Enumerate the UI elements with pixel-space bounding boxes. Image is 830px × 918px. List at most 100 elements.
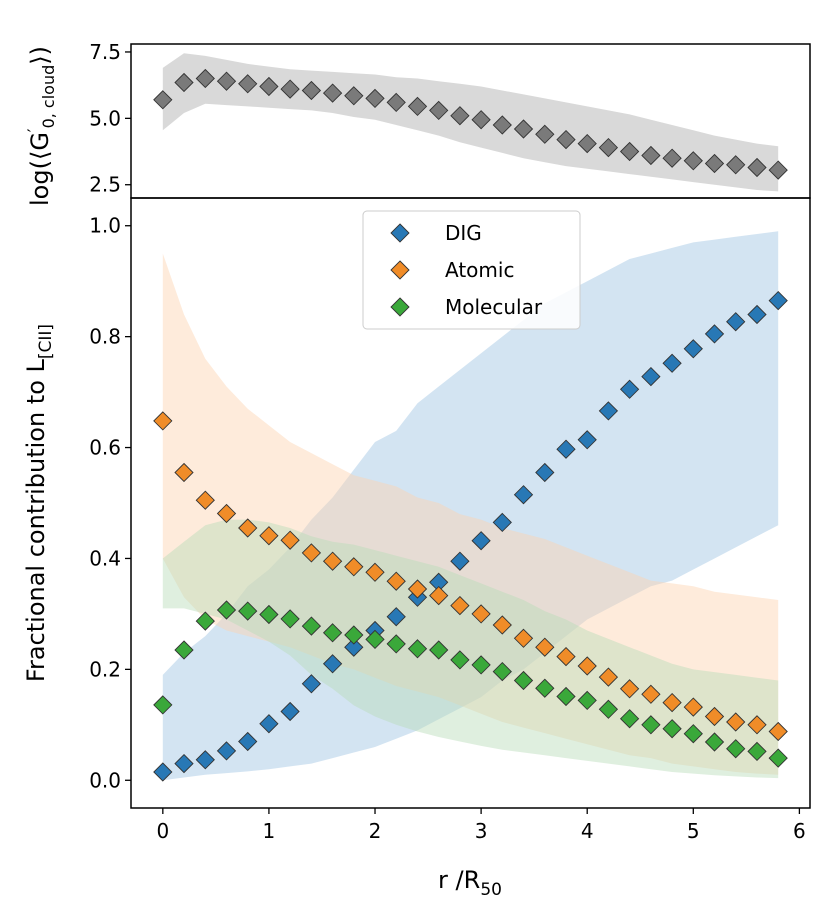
marker-molecular (344, 625, 364, 645)
g0-marker (577, 133, 597, 154)
top-y-tick-label: 2.5 (89, 173, 121, 197)
marker-dig (174, 753, 194, 774)
g0-marker (259, 76, 279, 97)
top-y-label-end: ⟩) (26, 46, 54, 65)
marker-atomic (556, 646, 576, 667)
g0-marker (238, 74, 258, 94)
marker-atomic (259, 526, 279, 546)
x-tick-label: 2 (369, 819, 382, 843)
marker-atomic (301, 543, 322, 563)
marker-atomic (471, 604, 491, 624)
marker-molecular (174, 640, 194, 660)
marker-dig (747, 304, 767, 325)
g0-marker (195, 68, 215, 89)
marker-dig (556, 439, 576, 459)
bottom-y-tick-label: 0.2 (89, 657, 121, 681)
marker-atomic (641, 684, 661, 704)
legend: DIG Atomic Molecular (362, 210, 581, 330)
marker-molecular (556, 686, 576, 707)
g0-marker (471, 110, 491, 130)
marker-dig (259, 714, 279, 734)
marker-molecular (322, 623, 343, 643)
legend-marker-dig (390, 223, 410, 243)
marker-molecular (429, 640, 449, 660)
marker-dig (322, 654, 343, 674)
g0-marker (344, 86, 364, 106)
bottom-y-label-sub: [CII] (36, 324, 56, 359)
bottom-y-axis-label: Fractional contribution to L[CII] (22, 324, 56, 682)
marker-dig (768, 290, 788, 311)
marker-atomic (513, 628, 534, 648)
g0-band (162, 53, 779, 192)
marker-atomic (429, 585, 449, 606)
g0-marker (407, 96, 428, 117)
marker-molecular (259, 604, 279, 625)
marker-atomic (238, 518, 258, 538)
x-tick-label: 1 (263, 819, 276, 843)
marker-dig (492, 512, 512, 533)
g0-marker (662, 148, 682, 168)
marker-molecular (619, 709, 640, 729)
marker-atomic (662, 692, 682, 713)
top-y-axis-label: log(⟨G′0, cloud⟩) (24, 46, 58, 206)
top-panel: 2.5 5.0 7.5 log(⟨G′0, cloud⟩) (24, 40, 811, 206)
top-y-label-main: log(⟨G (26, 132, 54, 206)
marker-molecular (683, 724, 703, 744)
marker-molecular (407, 639, 428, 659)
marker-atomic (280, 530, 300, 550)
marker-dig (450, 551, 470, 571)
legend-label-molecular: Molecular (445, 295, 543, 319)
marker-dig (704, 324, 725, 344)
marker-atomic (386, 571, 406, 591)
marker-molecular (450, 650, 470, 670)
x-tick-label: 3 (475, 819, 488, 843)
marker-atomic (619, 679, 640, 699)
top-y-ticks: 2.5 5.0 7.5 (89, 40, 131, 197)
marker-molecular (641, 715, 661, 735)
marker-dig (238, 731, 258, 752)
x-tick-label: 6 (793, 819, 806, 843)
marker-atomic (365, 562, 385, 582)
marker-dig (535, 462, 555, 483)
marker-atomic (747, 715, 767, 735)
top-y-tick-label: 5.0 (89, 106, 121, 130)
marker-molecular (598, 699, 619, 719)
band-molecular (162, 519, 779, 779)
g0-marker (747, 157, 767, 178)
g0-marker (174, 72, 194, 93)
g0-marker (365, 88, 385, 109)
bottom-panel: 0.0 0.2 0.4 0.6 0.8 1.0 0 1 2 3 4 5 6 Fractional co… (22, 197, 811, 900)
marker-dig (153, 762, 173, 782)
marker-atomic (768, 721, 788, 742)
x-label-sub: 50 (480, 880, 502, 900)
top-markers (153, 68, 788, 180)
marker-molecular (662, 719, 682, 739)
marker-molecular (195, 611, 215, 631)
marker-dig (216, 741, 237, 761)
marker-dig (280, 701, 300, 722)
marker-dig (598, 401, 619, 421)
legend-marker-molecular (390, 297, 410, 317)
marker-molecular (513, 670, 534, 691)
marker-atomic (216, 503, 237, 524)
marker-dig (386, 607, 406, 627)
top-bands (162, 53, 779, 192)
g0-marker (280, 79, 300, 99)
marker-dig (195, 750, 215, 770)
x-axis-label: r /R50 (438, 866, 502, 900)
x-label-main: r /R (438, 866, 480, 894)
marker-dig (471, 531, 491, 551)
g0-marker (726, 155, 746, 175)
top-y-label-sup: ′ (24, 128, 43, 132)
marker-molecular (216, 600, 237, 620)
legend-label-dig: DIG (445, 221, 482, 245)
g0-marker (492, 115, 512, 135)
marker-molecular (768, 748, 788, 768)
marker-molecular (386, 634, 406, 654)
marker-atomic (195, 490, 215, 510)
g0-marker (513, 119, 534, 139)
marker-dig (662, 353, 682, 373)
marker-atomic (535, 637, 555, 657)
marker-atomic (577, 656, 597, 676)
